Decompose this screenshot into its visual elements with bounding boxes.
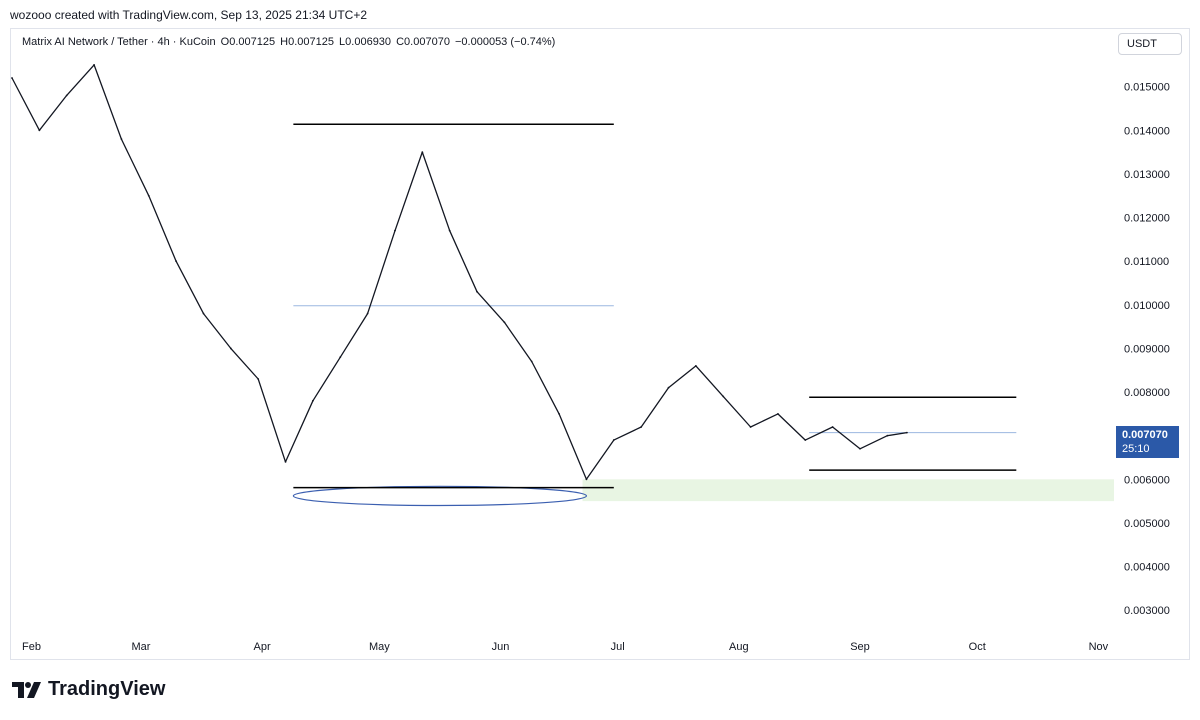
price-series-line — [11, 64, 908, 480]
price-point — [667, 386, 670, 389]
price-point — [612, 439, 615, 441]
price-point — [777, 412, 779, 415]
x-tick-label: Sep — [850, 641, 870, 653]
price-point — [65, 94, 68, 97]
price-point — [11, 77, 13, 79]
price-point — [93, 63, 95, 66]
price-point — [503, 321, 506, 324]
y-axis: 0.015000 0.014000 0.013000 0.012000 0.011000… — [1124, 82, 1170, 617]
price-point — [905, 431, 908, 434]
y-tick-label: 0.012000 — [1124, 213, 1170, 225]
ohlc-low: L0.006930 — [339, 36, 392, 48]
x-tick-label: Feb — [22, 641, 41, 653]
price-point — [421, 151, 424, 154]
price-point — [530, 360, 533, 363]
price-point — [175, 260, 178, 263]
y-tick-label: 0.011000 — [1124, 256, 1169, 268]
price-point — [476, 290, 478, 293]
price-point — [749, 426, 752, 428]
currency-button[interactable]: USDT — [1118, 33, 1182, 55]
x-tick-label: Aug — [729, 641, 749, 653]
y-tick-label: 0.003000 — [1124, 605, 1170, 617]
x-axis: Feb Mar Apr May Jun Jul Aug Sep Oct Nov — [22, 641, 1109, 653]
y-tick-label: 0.008000 — [1124, 387, 1170, 399]
symbol-legend: Matrix AI Network / Tether · 4h · KuCoin… — [20, 36, 560, 48]
y-tick-label: 0.009000 — [1124, 343, 1170, 355]
ohlc-open: O0.007125 — [220, 36, 276, 48]
price-point — [120, 138, 123, 140]
price-point — [38, 129, 41, 132]
price-point — [202, 312, 205, 315]
bar-countdown: 25:10 — [1122, 443, 1150, 455]
demand-zone-layer — [582, 479, 1114, 502]
price-point — [859, 447, 861, 450]
price-point — [558, 412, 560, 415]
price-point — [284, 460, 287, 463]
ohlc-close: C0.007070 — [396, 36, 450, 48]
x-tick-label: Mar — [131, 641, 150, 653]
y-tick-label: 0.010000 — [1124, 300, 1170, 312]
price-line-layer — [11, 63, 908, 481]
x-tick-label: May — [369, 641, 390, 653]
y-tick-label: 0.015000 — [1124, 82, 1170, 94]
x-tick-label: Apr — [254, 641, 271, 653]
price-point — [804, 439, 807, 441]
price-point — [366, 312, 369, 315]
last-price-tag: 0.007070 25:10 — [1116, 426, 1179, 458]
price-point — [147, 194, 150, 197]
chart-attribution: wozooo created with TradingView.com, Sep… — [10, 8, 367, 22]
ohlc-high: H0.007125 — [280, 36, 334, 48]
price-point — [394, 229, 396, 232]
y-tick-label: 0.014000 — [1124, 125, 1170, 137]
price-point — [640, 426, 643, 428]
ohlc-change: −0.000053 (−0.74%) — [455, 36, 556, 48]
x-tick-label: Nov — [1089, 641, 1109, 653]
tradingview-logo[interactable]: TradingView — [12, 678, 165, 701]
price-point — [886, 434, 889, 437]
price-point — [448, 229, 451, 232]
y-tick-label: 0.004000 — [1124, 562, 1170, 574]
x-tick-label: Oct — [969, 641, 986, 653]
support-ellipse — [292, 485, 588, 507]
price-point — [585, 478, 588, 481]
y-tick-label: 0.006000 — [1124, 474, 1170, 486]
y-tick-label: 0.013000 — [1124, 169, 1170, 181]
tradingview-logo-icon — [12, 681, 41, 698]
demand-zone — [582, 479, 1114, 502]
price-point — [722, 395, 725, 398]
price-point — [229, 347, 232, 350]
x-tick-label: Jul — [611, 641, 625, 653]
price-point — [694, 364, 697, 367]
drawing-layer — [292, 123, 1017, 507]
chart-frame — [10, 28, 1190, 660]
price-point — [257, 378, 260, 380]
tradingview-logo-text: TradingView — [48, 678, 166, 700]
last-price-value: 0.007070 — [1122, 429, 1168, 441]
x-tick-label: Jun — [492, 641, 510, 653]
price-point — [312, 399, 314, 402]
price-point — [339, 356, 342, 359]
price-point — [831, 426, 834, 428]
symbol-name[interactable]: Matrix AI Network / Tether · 4h · KuCoin — [22, 36, 216, 48]
y-tick-label: 0.005000 — [1124, 518, 1170, 530]
